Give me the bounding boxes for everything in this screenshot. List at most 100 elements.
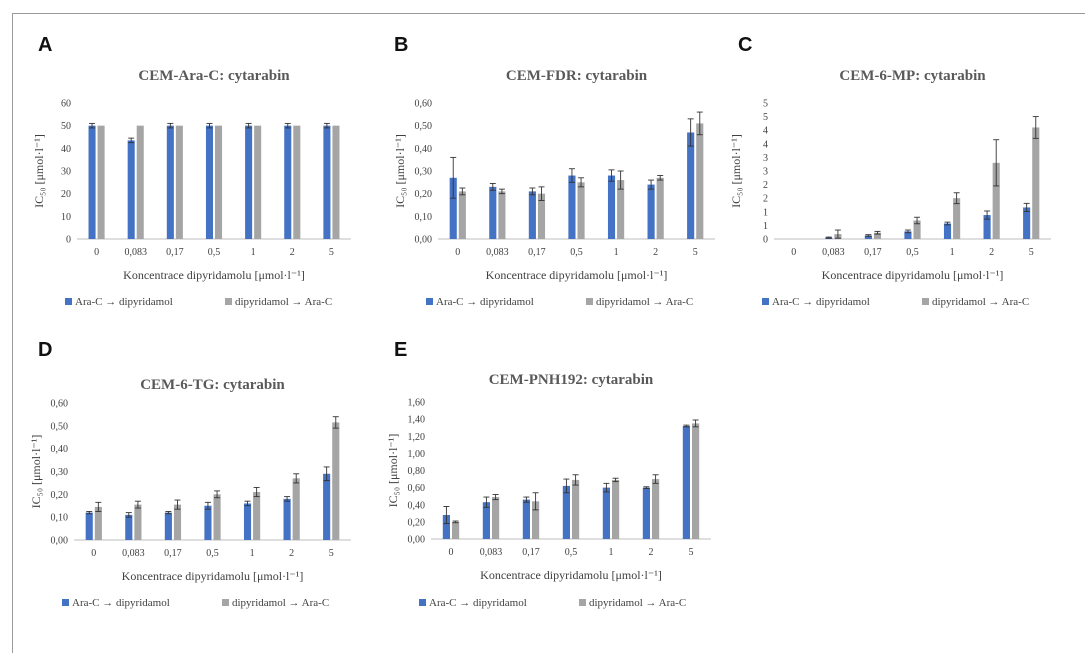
bar-ara-c-first xyxy=(1023,207,1031,239)
y-tick-label: 0,40 xyxy=(415,144,433,155)
bar-dipyridamol-first xyxy=(572,479,580,539)
legend-entry: dipyridamol → Ara-C xyxy=(232,597,329,609)
chart-title: CEM-FDR: cytarabin xyxy=(506,68,648,84)
bar-ara-c-first xyxy=(528,191,536,239)
y-tick-label: 30 xyxy=(61,167,71,178)
legend-entry: dipyridamol → Ara-C xyxy=(932,296,1029,308)
y-tick-label: 0,00 xyxy=(51,536,69,547)
x-tick-label: 0,083 xyxy=(480,547,503,558)
chart-panel-b: B CEM-FDR: cytarabin 0,00 0,10 0,20 0,30 0,40… xyxy=(378,28,728,328)
bar-dipyridamol-first xyxy=(532,501,540,539)
chart-title: CEM-6-TG: cytarabin xyxy=(140,377,285,393)
bar-dipyridamol-first xyxy=(652,479,660,539)
bar-ara-c-first xyxy=(647,184,655,239)
bar-dipyridamol-first xyxy=(498,191,506,239)
y-tick-label: 0,10 xyxy=(51,513,69,524)
x-tick-label: 2 xyxy=(653,247,658,258)
y-tick-label: 0,60 xyxy=(408,483,426,494)
y-tick-label: 5 xyxy=(763,112,768,123)
legend-entry: Ara-C → dipyridamol xyxy=(772,296,870,308)
bar-ara-c-first xyxy=(562,485,570,539)
bar-dipyridamol-first xyxy=(492,497,500,539)
chart-title: CEM-6-MP: cytarabin xyxy=(839,68,986,84)
y-tick-label: 0,20 xyxy=(408,517,426,528)
bar-dipyridamol-first xyxy=(612,479,620,539)
bar-ara-c-first xyxy=(205,125,213,239)
bar-dipyridamol-first xyxy=(293,125,301,239)
y-axis-title: IC₅₀ [μmol·l⁻¹] xyxy=(32,134,46,208)
bar-dipyridamol-first xyxy=(173,504,182,540)
chart-panel-e: E CEM-PNH192: cytarabin 0,00 0,20 0,40 0,60 0… xyxy=(378,335,723,625)
x-tick-label: 0,5 xyxy=(570,247,583,258)
bar-dipyridamol-first xyxy=(452,521,460,539)
bar-ara-c-first xyxy=(284,125,292,239)
y-tick-label: 60 xyxy=(61,99,71,110)
bar-ara-c-first xyxy=(85,512,93,540)
panel-letter-a: A xyxy=(38,34,53,56)
bar-dipyridamol-first xyxy=(537,193,546,239)
y-tick-label: 0,60 xyxy=(415,99,433,110)
x-tick-label: 1 xyxy=(609,547,614,558)
legend-swatch xyxy=(586,298,593,305)
x-tick-label: 0 xyxy=(791,247,796,258)
x-tick-label: 2 xyxy=(289,548,294,559)
bar-dipyridamol-first xyxy=(253,492,261,540)
x-tick-label: 0,083 xyxy=(822,247,845,258)
figure-frame xyxy=(12,13,1085,653)
legend-swatch xyxy=(65,298,72,305)
bar-ara-c-first xyxy=(687,132,695,239)
bar-dipyridamol-first xyxy=(692,423,700,539)
bar-ara-c-first xyxy=(607,175,616,239)
y-tick-label: 0 xyxy=(763,235,768,246)
legend-swatch xyxy=(922,298,929,305)
bar-dipyridamol-first xyxy=(913,220,921,239)
bar-dipyridamol-first xyxy=(696,123,704,239)
bar-dipyridamol-first xyxy=(458,191,466,239)
x-tick-label: 5 xyxy=(689,547,694,558)
chart-panel-c: C CEM-6-MP: cytarabin 0 1 1 2 2 3 3 4 4 5 5 0 0,083 0,… xyxy=(722,28,1067,328)
legend-swatch xyxy=(222,599,229,606)
x-axis-title: Koncentrace dipyridamolu [μmol·l⁻¹] xyxy=(480,568,662,582)
x-tick-label: 2 xyxy=(290,247,295,258)
y-tick-label: 0,20 xyxy=(51,490,69,501)
bar-dipyridamol-first xyxy=(873,232,882,239)
chart-a-svg: CEM-Ara-C: cytarabin 0 10 20 30 40 50 60 0 0,083 0… xyxy=(32,68,351,308)
x-tick-label: 0,083 xyxy=(486,247,509,258)
y-tick-label: 3 xyxy=(763,153,768,164)
y-axis-title: IC₅₀ [μmol·l⁻¹] xyxy=(729,134,743,208)
y-tick-label: 1 xyxy=(763,207,768,218)
legend-entry: Ara-C → dipyridamol xyxy=(72,597,170,609)
bar-dipyridamol-first xyxy=(1032,127,1040,239)
bar-dipyridamol-first xyxy=(175,125,183,239)
legend-entry: dipyridamol → Ara-C xyxy=(589,597,686,609)
bar-ara-c-first xyxy=(88,125,96,239)
x-axis-title: Koncentrace dipyridamolu [μmol·l⁻¹] xyxy=(822,268,1004,282)
x-tick-label: 1 xyxy=(251,247,256,258)
x-tick-label: 0,5 xyxy=(206,548,219,559)
chart-panel-a: A CEM-Ara-C: cytarabin 0 10 20 30 40 50 60 0 0,08… xyxy=(22,28,367,328)
bar-dipyridamol-first xyxy=(953,198,961,239)
x-tick-label: 0,17 xyxy=(522,547,540,558)
legend-swatch xyxy=(426,298,433,305)
y-tick-label: 50 xyxy=(61,121,71,132)
y-tick-label: 5 xyxy=(763,99,768,110)
x-tick-label: 5 xyxy=(693,247,698,258)
legend-entry: Ara-C → dipyridamol xyxy=(436,296,534,308)
y-tick-label: 0 xyxy=(66,235,71,246)
bar-dipyridamol-first xyxy=(332,125,340,239)
bar-ara-c-first xyxy=(243,503,252,540)
bar-ara-c-first xyxy=(127,140,135,239)
y-tick-label: 1,60 xyxy=(408,398,426,409)
bar-dipyridamol-first xyxy=(254,125,262,239)
chart-d-svg: CEM-6-TG: cytarabin 0,00 0,10 0,20 0,30 0,40 0… xyxy=(29,377,351,609)
y-tick-label: 1 xyxy=(763,221,768,232)
bar-dipyridamol-first xyxy=(656,177,664,239)
bar-dipyridamol-first xyxy=(992,162,1000,239)
bar-ara-c-first xyxy=(602,487,610,539)
x-axis-title: Koncentrace dipyridamolu [μmol·l⁻¹] xyxy=(486,268,668,282)
x-tick-label: 0,17 xyxy=(166,247,184,258)
y-tick-label: 0,40 xyxy=(51,444,69,455)
bar-ara-c-first xyxy=(682,425,690,539)
y-tick-label: 0,10 xyxy=(415,212,433,223)
bar-dipyridamol-first xyxy=(292,478,300,540)
